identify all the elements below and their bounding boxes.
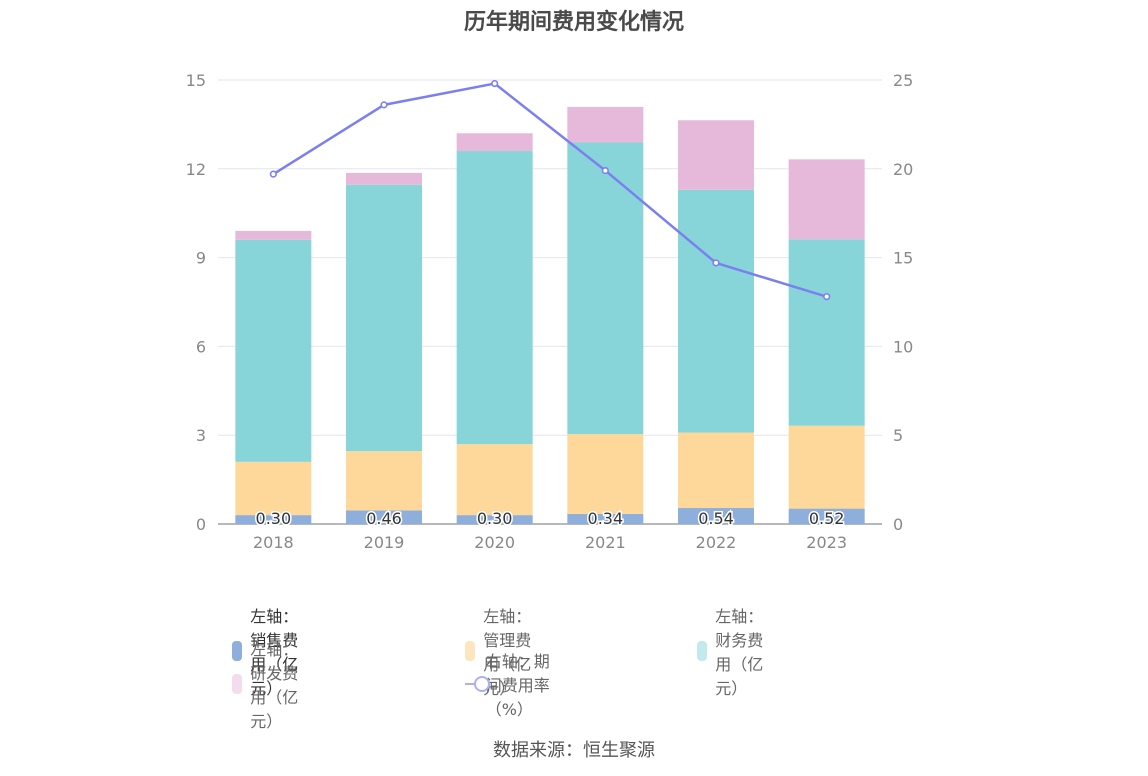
legend-item-admin[interactable]: 左轴：管理费用（亿元） xyxy=(465,607,538,698)
x-tick-label: 2018 xyxy=(253,533,294,552)
bar-segment-1 xyxy=(567,513,644,524)
data-source: 数据来源：恒生聚源 xyxy=(493,740,655,761)
legend-swatch-admin xyxy=(465,641,476,661)
bar-segment-4 xyxy=(567,106,644,143)
rate-point xyxy=(491,79,499,88)
x-tick-label: 2019 xyxy=(364,533,405,552)
left-tick-label: 12 xyxy=(186,160,206,179)
bar-segment-2 xyxy=(678,432,754,509)
legend-item-rnd[interactable]: 左轴：研发费用（亿元） xyxy=(232,640,305,731)
legend-label-rnd: 左轴：研发费用（亿元） xyxy=(250,640,299,731)
bar-segment-1 xyxy=(788,508,865,524)
rate-line xyxy=(272,82,828,298)
x-tick-label: 2021 xyxy=(585,533,626,552)
bar-segment-4 xyxy=(678,120,754,190)
legend-line-icon xyxy=(465,674,490,694)
x-tick-label: 2023 xyxy=(806,533,847,552)
data-label: 0.30 xyxy=(477,509,513,528)
legend-swatch-finance xyxy=(697,641,708,661)
right-tick-label: 15 xyxy=(893,249,913,268)
bar-segment-1 xyxy=(678,508,754,524)
bar-segment-3 xyxy=(678,189,754,433)
bar-segment-2 xyxy=(788,425,865,509)
data-label: 0.52 xyxy=(809,509,845,528)
data-label: 0.34 xyxy=(588,509,624,528)
data-label: 0.30 xyxy=(256,509,292,528)
right-tick-label: 0 xyxy=(893,515,903,534)
bar-segment-3 xyxy=(567,142,644,435)
legend-label-expense-rate: 右轴：期间费用率（%） xyxy=(485,652,550,719)
left-tick-label: 9 xyxy=(196,249,206,268)
bar-segment-3 xyxy=(235,239,312,462)
rate-point xyxy=(380,101,388,109)
bar-segment-2 xyxy=(346,451,422,511)
right-tick-label: 10 xyxy=(893,337,913,356)
legend-swatch-sales xyxy=(232,641,243,661)
data-label: 0.54 xyxy=(698,509,734,528)
bar-segment-1 xyxy=(346,510,422,524)
bar-segment-4 xyxy=(456,133,533,152)
left-tick-label: 15 xyxy=(186,71,206,90)
x-tick-label: 2020 xyxy=(474,533,515,552)
rate-point xyxy=(269,170,277,178)
legend-item-finance[interactable]: 左轴：财务费用（亿元） xyxy=(697,607,770,698)
bar-segment-4 xyxy=(235,230,312,240)
x-tick-label: 2022 xyxy=(696,533,737,552)
left-tick-label: 3 xyxy=(196,426,206,445)
bar-segment-2 xyxy=(456,444,533,516)
bar-segment-4 xyxy=(788,159,865,240)
bar-segment-3 xyxy=(788,239,865,426)
bar-segment-3 xyxy=(456,151,533,445)
legend-item-sales[interactable]: 左轴：销售费用（亿元） xyxy=(232,607,305,698)
legend-label-finance: 左轴：财务费用（亿元） xyxy=(715,607,764,698)
right-tick-label: 25 xyxy=(893,71,913,90)
left-tick-label: 6 xyxy=(196,337,206,356)
rate-point xyxy=(712,259,720,267)
bar-segment-2 xyxy=(567,434,644,514)
bar-segment-2 xyxy=(235,461,312,516)
right-tick-label: 20 xyxy=(893,160,913,179)
left-tick-label: 0 xyxy=(196,515,206,534)
rate-point xyxy=(823,293,831,301)
bar-segment-1 xyxy=(456,515,533,524)
legend-label-admin: 左轴：管理费用（亿元） xyxy=(483,607,532,698)
bar-segment-3 xyxy=(346,184,422,452)
chart-title: 历年期间费用变化情况 xyxy=(463,10,684,35)
rate-point xyxy=(601,166,609,175)
bar-segment-4 xyxy=(346,172,422,185)
legend-swatch-rnd xyxy=(232,674,243,694)
legend-item-expense-rate[interactable]: 右轴：期间费用率（%） xyxy=(465,652,553,719)
bar-segment-1 xyxy=(235,515,312,524)
data-label: 0.46 xyxy=(366,509,402,528)
legend-label-sales: 左轴：销售费用（亿元） xyxy=(250,607,299,698)
right-tick-label: 5 xyxy=(893,426,903,445)
